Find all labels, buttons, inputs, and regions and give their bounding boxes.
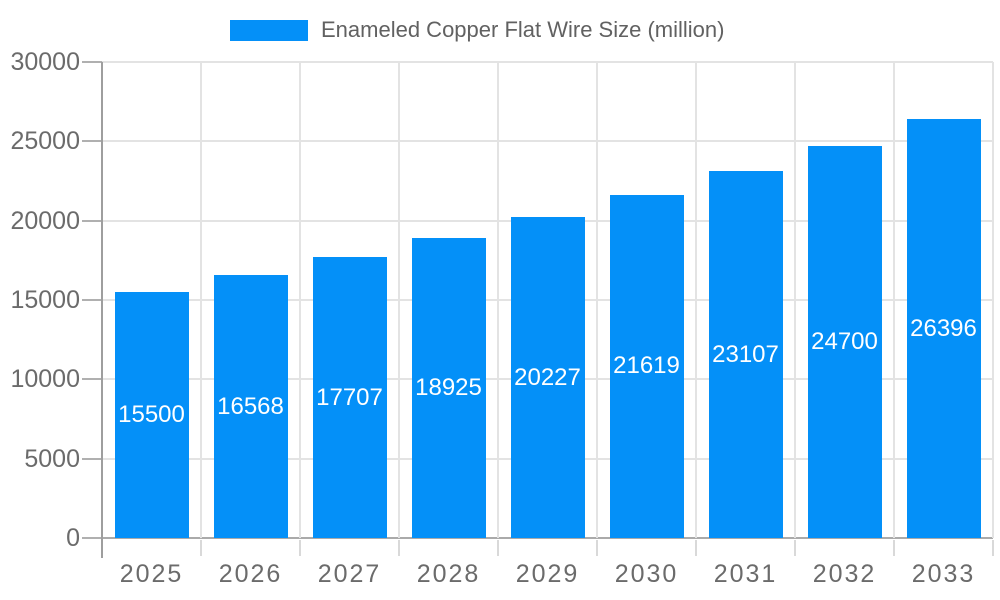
x-axis-label: 2033 bbox=[911, 560, 976, 588]
x-axis-tick bbox=[992, 540, 994, 556]
y-axis-label: 5000 bbox=[24, 444, 80, 473]
y-axis-tick bbox=[82, 299, 102, 301]
x-axis-tick bbox=[299, 540, 301, 556]
gridline-vertical bbox=[497, 62, 499, 538]
y-axis-label: 30000 bbox=[10, 48, 80, 76]
x-axis-label: 2025 bbox=[119, 560, 184, 588]
y-axis-label: 25000 bbox=[10, 127, 80, 156]
y-axis-label: 20000 bbox=[10, 206, 80, 235]
x-axis-tick bbox=[596, 540, 598, 556]
legend-color-swatch bbox=[230, 19, 308, 41]
bar-2026: 16568 bbox=[213, 275, 288, 538]
x-axis-tick bbox=[497, 540, 499, 556]
bar-2025: 15500 bbox=[114, 292, 189, 538]
x-axis-label: 2026 bbox=[218, 560, 283, 588]
y-axis-tick bbox=[82, 537, 102, 539]
x-axis-tick bbox=[398, 540, 400, 556]
y-axis-tick bbox=[82, 378, 102, 381]
gridline-vertical bbox=[893, 62, 895, 538]
x-axis-label: 2031 bbox=[713, 560, 778, 588]
gridline-horizontal bbox=[102, 140, 993, 143]
x-axis-tick bbox=[200, 540, 202, 556]
bar-value-label: 18925 bbox=[415, 373, 482, 401]
bar-2028: 18925 bbox=[411, 237, 486, 538]
x-axis-tick bbox=[794, 540, 796, 556]
x-axis-label: 2028 bbox=[416, 560, 481, 588]
bar-2032: 24700 bbox=[807, 146, 882, 538]
x-axis-label: 2029 bbox=[515, 560, 580, 588]
chart-legend: Enameled Copper Flat Wire Size (million) bbox=[230, 17, 724, 43]
gridline-vertical bbox=[200, 62, 202, 538]
bar-value-label: 20227 bbox=[514, 363, 581, 391]
y-axis-label: 0 bbox=[66, 524, 80, 552]
bar-2030: 21619 bbox=[609, 194, 684, 538]
x-axis-tick bbox=[695, 540, 697, 556]
y-axis-tick bbox=[82, 61, 102, 63]
x-axis-label: 2027 bbox=[317, 560, 382, 588]
y-axis-tick bbox=[82, 219, 102, 222]
plot-area: 15500 16568 17707 18925 20227 21619 23107 24700… bbox=[102, 61, 994, 539]
bar-value-label: 21619 bbox=[613, 352, 680, 380]
gridline-vertical bbox=[299, 62, 301, 538]
y-axis-tick bbox=[82, 140, 102, 143]
gridline-vertical bbox=[695, 62, 697, 538]
y-axis-label: 10000 bbox=[10, 365, 80, 394]
x-axis-label: 2032 bbox=[812, 560, 877, 588]
y-axis-tick bbox=[82, 457, 102, 460]
x-axis-line bbox=[102, 537, 993, 539]
bar-value-label: 17707 bbox=[316, 383, 383, 411]
gridline-vertical bbox=[398, 62, 400, 538]
bar-value-label: 16568 bbox=[217, 392, 284, 420]
gridline-horizontal bbox=[102, 61, 993, 63]
bar-value-label: 24700 bbox=[811, 328, 878, 356]
legend-label: Enameled Copper Flat Wire Size (million) bbox=[321, 17, 725, 42]
bar-2029: 20227 bbox=[510, 217, 585, 538]
gridline-vertical bbox=[794, 62, 796, 538]
gridline-vertical bbox=[992, 62, 994, 538]
bar-2027: 17707 bbox=[312, 257, 387, 538]
x-axis-label: 2030 bbox=[614, 560, 679, 588]
y-axis-label: 15000 bbox=[10, 286, 80, 314]
bar-value-label: 26396 bbox=[910, 314, 977, 342]
y-axis-line bbox=[101, 62, 103, 558]
bar-value-label: 15500 bbox=[118, 401, 185, 429]
gridline-vertical bbox=[596, 62, 598, 538]
x-axis-tick bbox=[893, 540, 895, 556]
bar-2033: 26396 bbox=[906, 119, 981, 538]
bar-2031: 23107 bbox=[708, 171, 783, 538]
bar-value-label: 23107 bbox=[712, 340, 779, 368]
